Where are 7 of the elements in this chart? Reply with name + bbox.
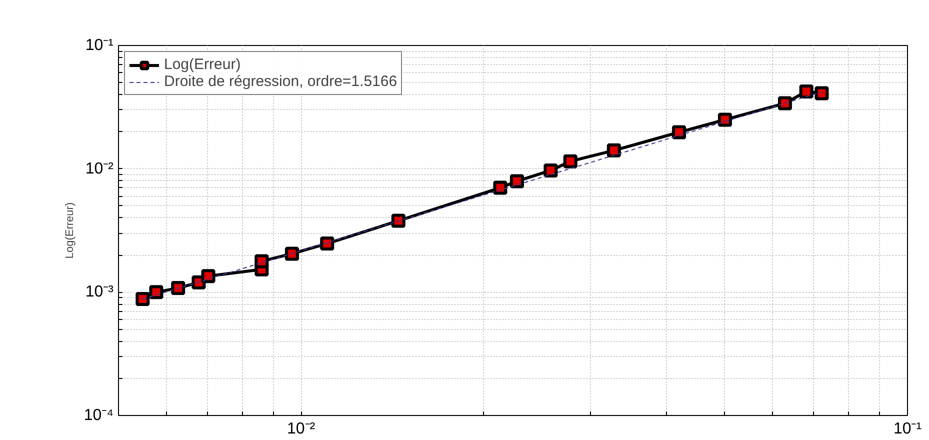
legend-label: Droite de régression, ordre=1.5166 — [164, 73, 398, 90]
y-tick-label: 10⁻¹ — [85, 37, 114, 54]
legend-label: Log(Erreur) — [164, 56, 241, 73]
y-tick-label: 10⁻⁴ — [84, 407, 114, 424]
y-tick-label: 10⁻² — [85, 160, 114, 178]
y-tick-label: 10⁻³ — [85, 284, 114, 301]
y-axis-title: Log(Erreur) — [64, 202, 76, 259]
